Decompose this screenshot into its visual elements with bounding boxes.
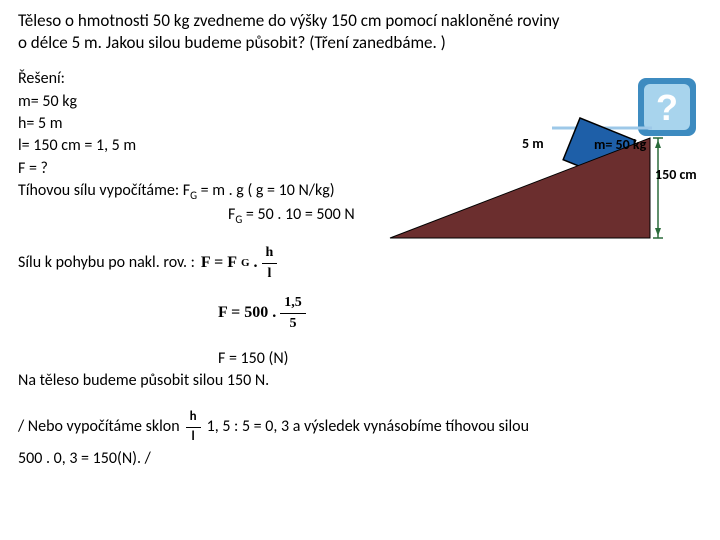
result-text: Na těleso budeme působit silou 150 N. xyxy=(18,370,702,392)
footer-line1: / Nebo vypočítáme sklon h l 1, 5 : 5 = 0… xyxy=(18,408,702,445)
label-5m: 5 m xyxy=(510,133,556,154)
svg-text:?: ? xyxy=(656,87,678,128)
problem-line1: Těleso o hmotnosti 50 kg zvedneme do výš… xyxy=(18,10,702,32)
footer-line2: 500 . 0, 3 = 150(N). / xyxy=(18,448,702,470)
incline-force-label: Sílu k pohybu po nakl. rov. : xyxy=(18,252,195,274)
label-mass: m= 50 kg xyxy=(594,136,646,153)
label-height: 150 cm xyxy=(655,166,697,183)
diagram-svg: ? xyxy=(380,78,700,248)
inclined-plane-diagram: ? 5 m m= 50 kg 150 cm xyxy=(380,78,700,248)
problem-line2: o délce 5 m. Jakou silou budeme působit?… xyxy=(18,32,702,54)
formula-2: F = 500 . 1,5 5 xyxy=(218,293,306,333)
problem-statement: Těleso o hmotnosti 50 kg zvedneme do výš… xyxy=(18,10,702,54)
incline-force-label-row: Sílu k pohybu po nakl. rov. : F = FG . h… xyxy=(18,243,702,283)
formula-1: F = FG . h l xyxy=(201,243,277,283)
result-block: F = 150 (N) Na těleso budeme působit sil… xyxy=(18,348,702,393)
footer-block: / Nebo vypočítáme sklon h l 1, 5 : 5 = 0… xyxy=(18,408,702,470)
formula-2-row: F = 500 . 1,5 5 xyxy=(218,293,702,333)
result-value: F = 150 (N) xyxy=(218,348,702,370)
